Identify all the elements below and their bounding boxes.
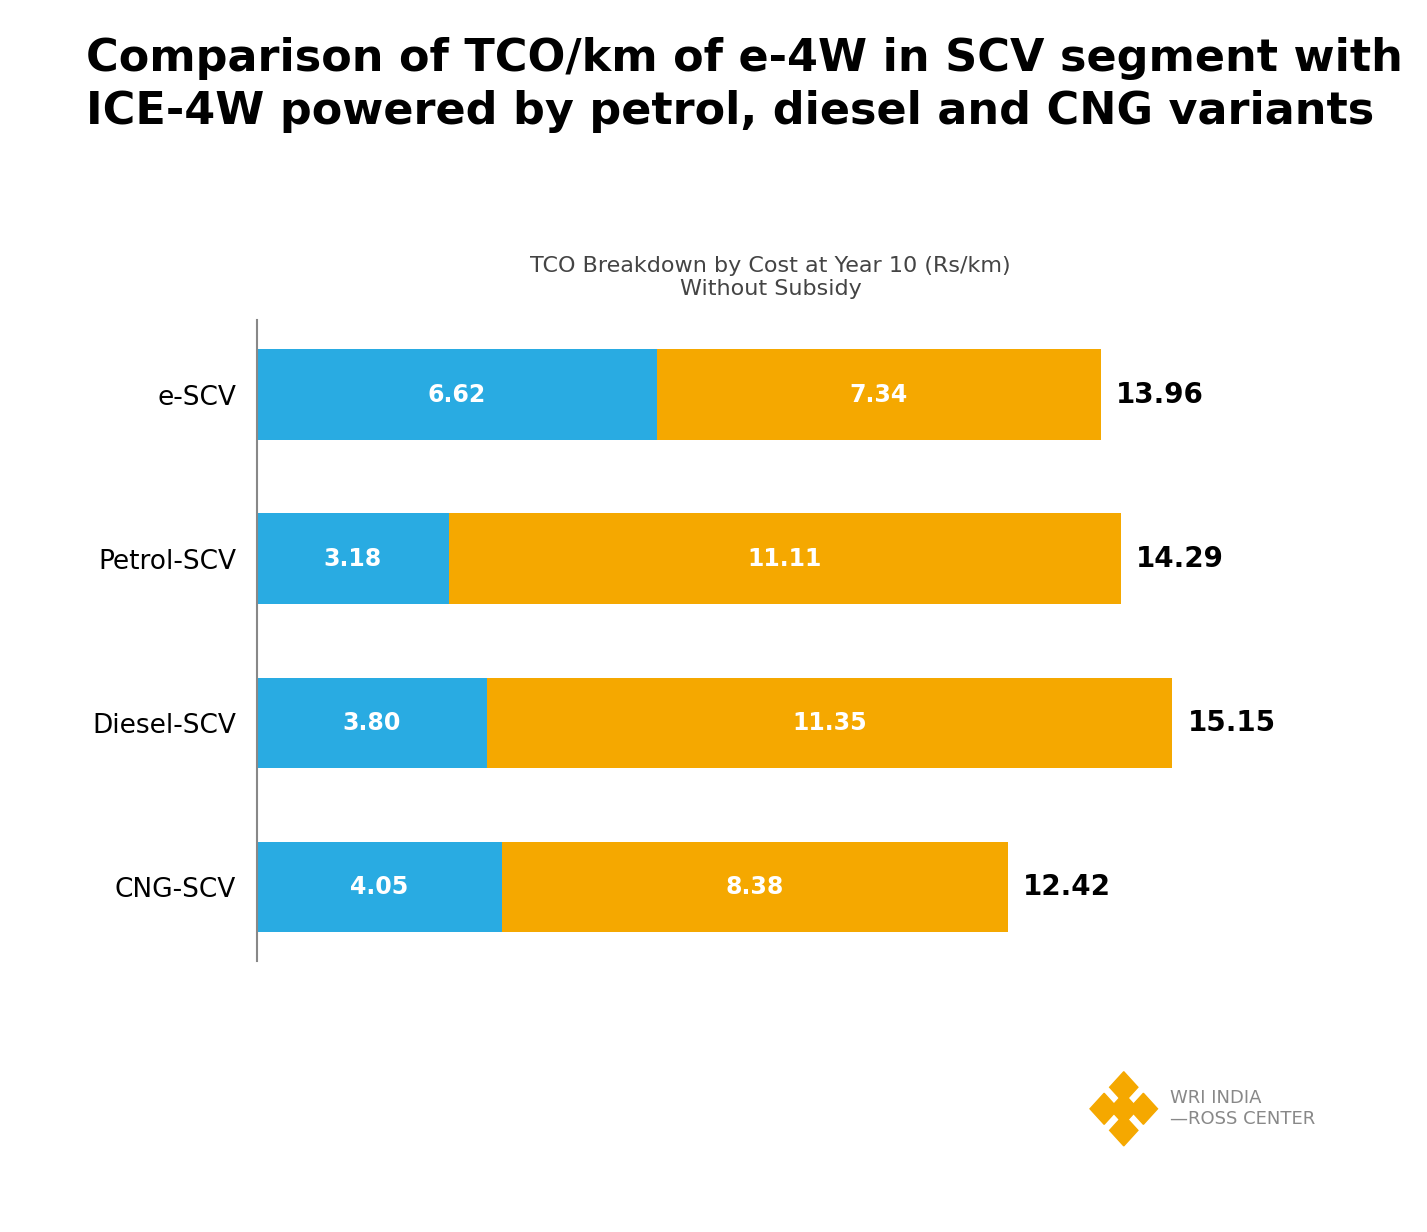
Text: 11.11: 11.11 — [748, 547, 822, 570]
Text: 13.96: 13.96 — [1116, 381, 1203, 409]
Bar — [257, 350, 656, 440]
Text: WRI INDIA
—ROSS CENTER: WRI INDIA —ROSS CENTER — [1170, 1089, 1316, 1129]
Text: 14.29: 14.29 — [1136, 545, 1223, 573]
Polygon shape — [1129, 1093, 1157, 1125]
Text: 15.15: 15.15 — [1187, 708, 1276, 737]
Text: 8.38: 8.38 — [726, 875, 783, 898]
Bar — [450, 514, 1120, 604]
Text: 3.80: 3.80 — [342, 711, 401, 734]
Text: 3.18: 3.18 — [324, 547, 382, 570]
Text: 7.34: 7.34 — [849, 383, 908, 407]
Text: 6.62: 6.62 — [428, 383, 487, 407]
Bar — [257, 678, 487, 768]
Text: 4.05: 4.05 — [350, 875, 408, 898]
Bar — [257, 841, 502, 931]
Title: TCO Breakdown by Cost at Year 10 (Rs/km)
Without Subsidy: TCO Breakdown by Cost at Year 10 (Rs/km)… — [531, 256, 1010, 299]
Bar — [257, 514, 450, 604]
Text: 11.35: 11.35 — [792, 711, 866, 734]
Polygon shape — [1090, 1093, 1119, 1125]
Polygon shape — [1110, 1093, 1137, 1125]
Text: 12.42: 12.42 — [1023, 872, 1112, 901]
Bar — [656, 350, 1100, 440]
Polygon shape — [1110, 1115, 1137, 1146]
Bar — [487, 678, 1173, 768]
Polygon shape — [1110, 1072, 1137, 1103]
Bar — [502, 841, 1007, 931]
Text: Comparison of TCO/km of e-4W in SCV segment with
ICE-4W powered by petrol, diese: Comparison of TCO/km of e-4W in SCV segm… — [86, 37, 1403, 133]
